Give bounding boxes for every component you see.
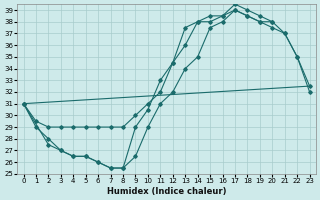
X-axis label: Humidex (Indice chaleur): Humidex (Indice chaleur)	[107, 187, 226, 196]
